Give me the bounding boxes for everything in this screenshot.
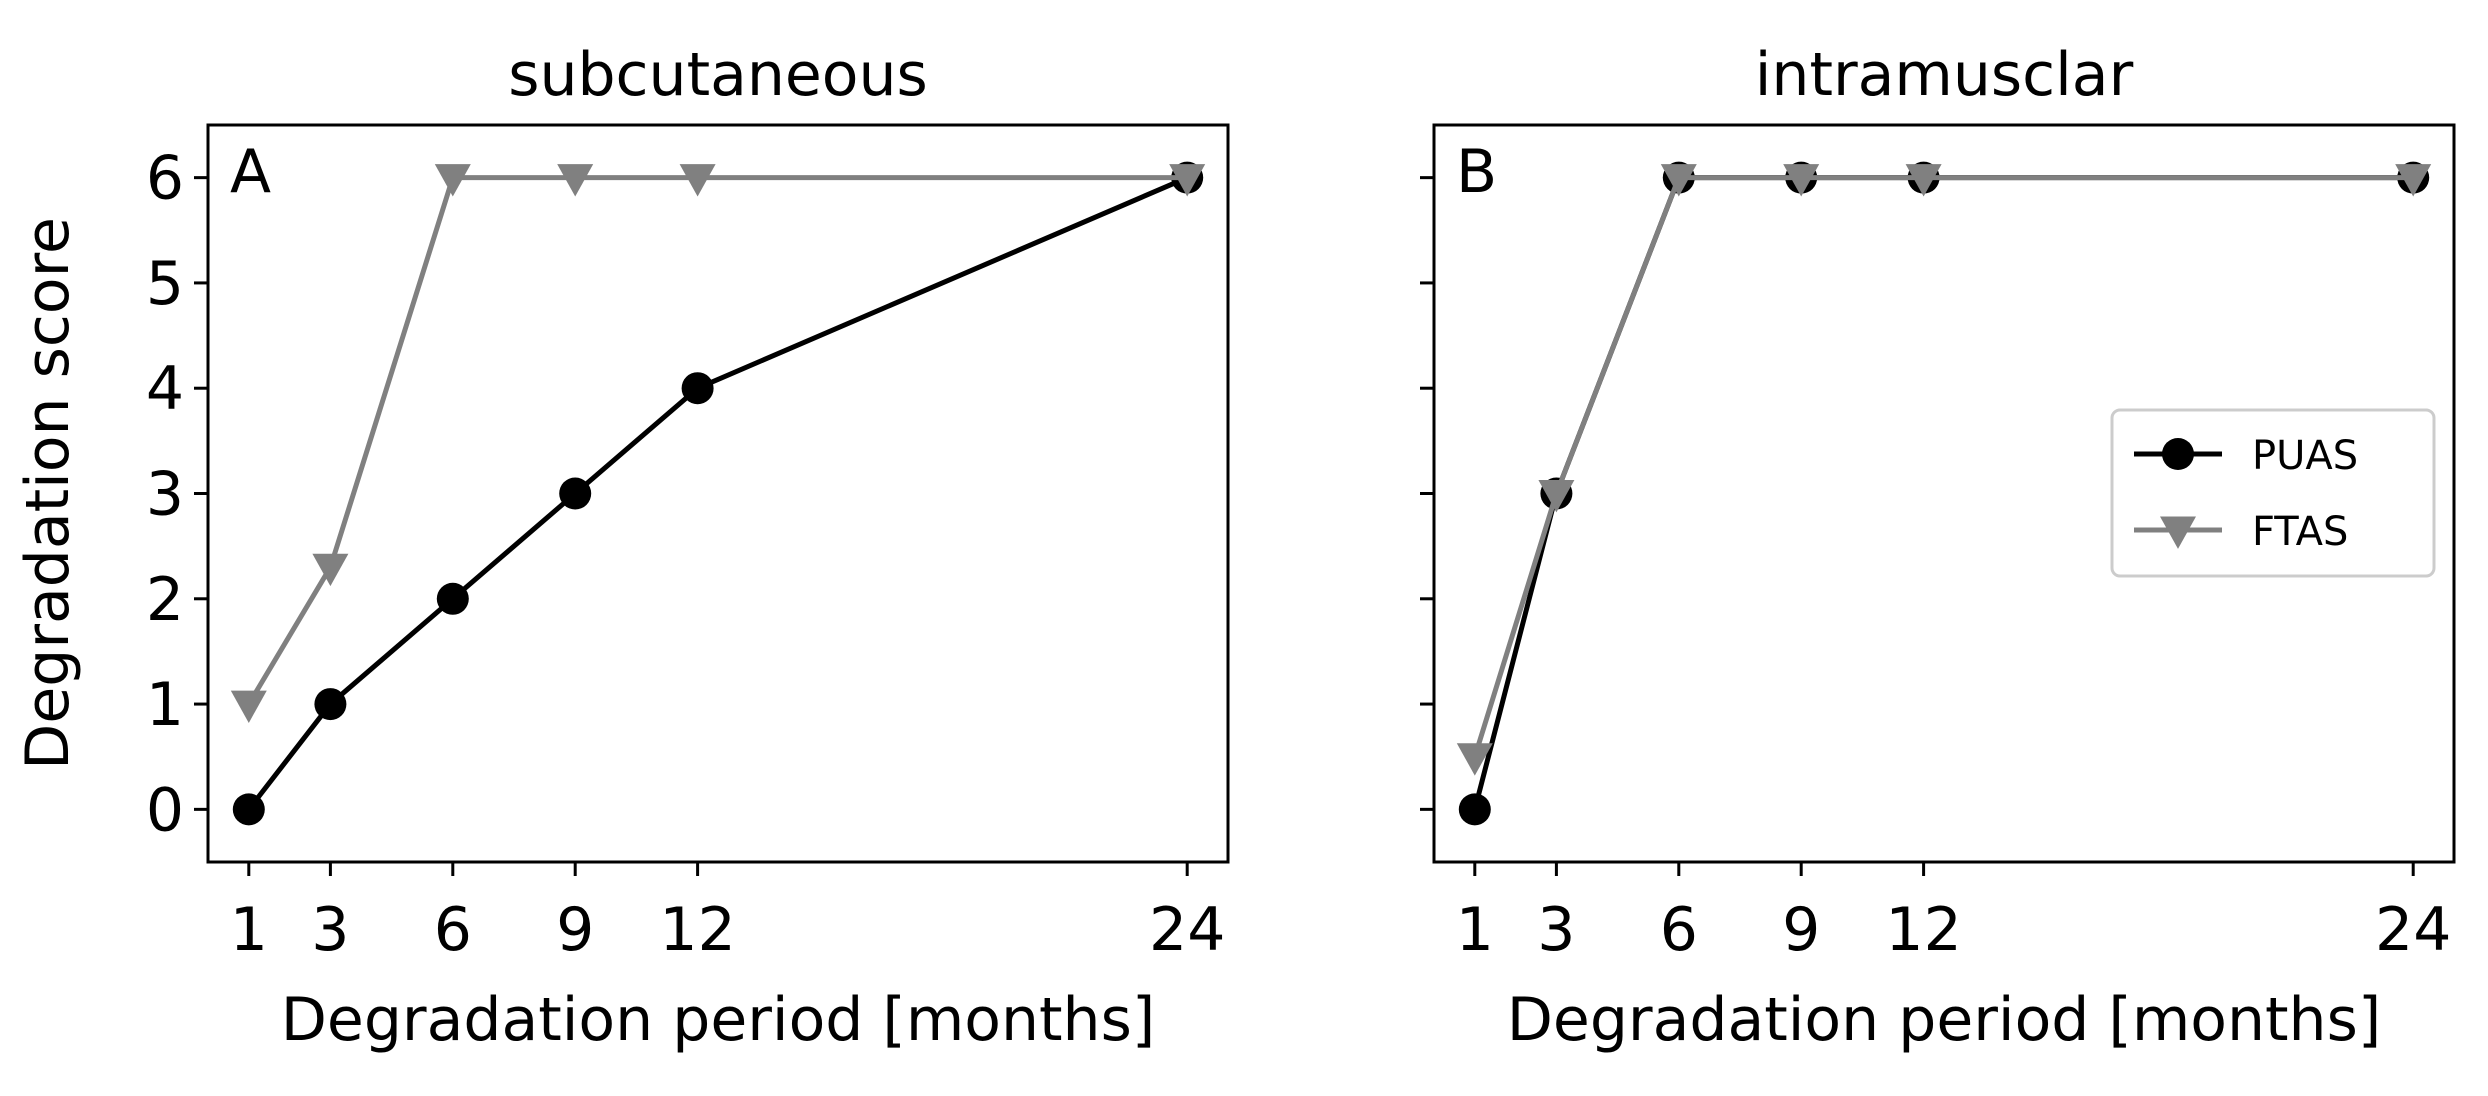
- data-point: [230, 690, 267, 723]
- legend-item-ftas: FTAS: [2134, 509, 2348, 555]
- data-point: [679, 164, 716, 197]
- data-point: [559, 477, 592, 510]
- x-tick-label: 1: [1456, 895, 1494, 965]
- x-tick-label: 3: [1537, 895, 1575, 965]
- legend-label: PUAS: [2252, 433, 2358, 479]
- legend-marker: [2160, 516, 2196, 549]
- legend: PUAS FTAS: [2110, 408, 2436, 578]
- x-tick-label: 24: [2375, 895, 2451, 965]
- y-tick-label: 0: [146, 775, 184, 845]
- data-point: [232, 793, 265, 826]
- chart-title: subcutaneous: [508, 40, 928, 110]
- panel-b: intramusclar B 1 3 6 9 12 24 Degradation period …: [1420, 40, 2456, 1055]
- x-tick-label: 1: [230, 895, 268, 965]
- x-tick-label: 12: [659, 895, 735, 965]
- data-point: [1783, 164, 1820, 197]
- y-tick-label: 1: [146, 670, 184, 740]
- series-puas: [232, 161, 1204, 826]
- x-tick-label: 3: [311, 895, 349, 965]
- series-ftas: [230, 164, 1206, 723]
- data-point: [436, 582, 469, 615]
- data-point: [557, 164, 594, 197]
- data-point: [1456, 743, 1493, 776]
- data-point: [434, 164, 471, 197]
- data-point: [2395, 164, 2432, 197]
- y-tick-label: 3: [146, 460, 184, 530]
- data-point: [1538, 480, 1575, 513]
- data-point: [1458, 793, 1491, 826]
- x-tick-label: 9: [556, 895, 594, 965]
- chart-title: intramusclar: [1755, 40, 2134, 110]
- y-tick-label: 6: [146, 144, 184, 214]
- y-axis-label: Degradation score: [13, 217, 83, 770]
- legend-marker: [2162, 438, 2194, 470]
- data-point: [312, 553, 349, 587]
- x-axis-label: Degradation period [months]: [281, 985, 1156, 1055]
- x-tick-label: 6: [434, 895, 472, 965]
- x-axis-label: Degradation period [months]: [1507, 985, 2382, 1055]
- data-point: [1169, 164, 1206, 197]
- legend-label: FTAS: [2252, 509, 2348, 555]
- series-line: [246, 175, 1189, 811]
- panel-label: A: [230, 137, 271, 207]
- data-point: [314, 688, 347, 721]
- data-point: [681, 372, 714, 405]
- series-ftas: [1456, 164, 2432, 776]
- legend-item-puas: PUAS: [2134, 433, 2358, 479]
- x-tick-label: 6: [1660, 895, 1698, 965]
- series-line: [246, 175, 1188, 706]
- data-point: [1905, 164, 1942, 197]
- panel-label: B: [1456, 137, 1497, 207]
- series-line: [1472, 175, 2414, 758]
- x-tick-label: 24: [1149, 895, 1225, 965]
- y-tick-label: 5: [146, 249, 184, 319]
- plot-frame: [206, 123, 1230, 864]
- x-tick-label: 12: [1885, 895, 1961, 965]
- data-point: [1660, 164, 1697, 197]
- y-tick-label: 4: [146, 354, 184, 424]
- y-tick-label: 2: [146, 565, 184, 635]
- x-tick-label: 9: [1782, 895, 1820, 965]
